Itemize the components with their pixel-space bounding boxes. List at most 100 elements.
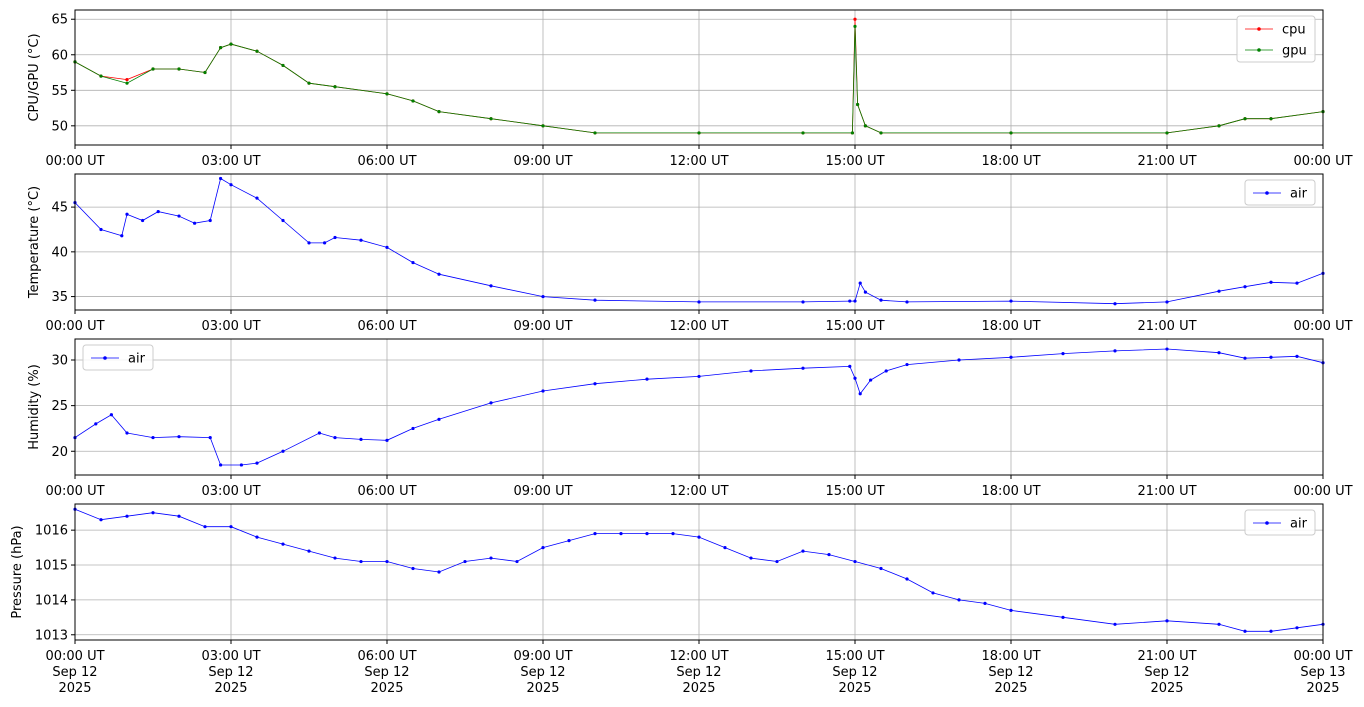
data-point-gpu xyxy=(125,81,129,85)
chart-panel-1: 50 55 60 65 CPU/GPU (°C) 00:00 UT 03:00 UT 06:0… xyxy=(27,9,1353,169)
data-point-gpu xyxy=(1009,131,1013,135)
data-point-air xyxy=(411,260,415,265)
data-point-air xyxy=(905,300,909,304)
data-point-air xyxy=(879,566,883,571)
data-point-air xyxy=(957,358,961,362)
data-point-air xyxy=(1165,300,1169,304)
data-point-gpu xyxy=(853,24,857,28)
x-tick-label: 06:00 UT xyxy=(357,649,416,664)
data-point-air xyxy=(801,300,805,304)
data-point-gpu xyxy=(801,131,805,135)
data-point-air xyxy=(333,235,337,240)
x-tick-date-label: Sep 12 xyxy=(520,665,565,680)
data-point-air xyxy=(853,299,857,303)
data-point-air xyxy=(437,417,441,421)
data-point-air xyxy=(333,435,337,440)
x-tick-label: 09:00 UT xyxy=(513,484,572,499)
data-point-air xyxy=(905,577,909,581)
data-point-air xyxy=(645,532,649,536)
data-point-gpu xyxy=(1165,131,1169,135)
data-point-air xyxy=(239,463,243,467)
legend-marker-air xyxy=(103,356,107,360)
x-tick-year-label: 2025 xyxy=(1150,681,1183,696)
data-point-air xyxy=(385,245,389,249)
data-point-gpu xyxy=(385,92,389,96)
x-tick-label: 06:00 UT xyxy=(357,319,416,334)
data-point-air xyxy=(125,514,129,518)
data-point-air xyxy=(281,218,285,223)
data-point-air xyxy=(193,221,197,225)
data-point-air xyxy=(541,389,545,393)
x-tick-label: 00:00 UT xyxy=(45,154,104,169)
legend-box xyxy=(1244,179,1316,206)
data-point-air xyxy=(905,362,909,367)
data-point-air xyxy=(1295,626,1299,630)
data-point-air xyxy=(593,382,597,386)
x-tick-label: 12:00 UT xyxy=(669,649,728,664)
data-point-air xyxy=(229,183,233,187)
data-point-air xyxy=(931,591,935,595)
y-tick-label: 45 xyxy=(51,201,68,216)
x-tick-year-label: 2025 xyxy=(682,681,715,696)
x-tick-label: 00:00 UT xyxy=(1293,484,1352,499)
data-point-gpu xyxy=(333,85,337,89)
x-tick-year-label: 2025 xyxy=(838,681,871,696)
data-point-air xyxy=(1113,349,1117,353)
data-point-air xyxy=(1165,619,1169,623)
legend-label-air: air xyxy=(1290,187,1308,202)
data-point-air xyxy=(203,525,207,529)
data-point-air xyxy=(255,461,259,465)
y-tick-label: 20 xyxy=(51,445,68,460)
data-point-air xyxy=(255,535,259,539)
x-tick-date-label: Sep 12 xyxy=(1144,665,1189,680)
data-point-air xyxy=(437,272,441,276)
data-point-air xyxy=(848,364,852,368)
data-point-air xyxy=(437,570,441,574)
data-point-air xyxy=(177,435,181,439)
data-point-air xyxy=(411,426,415,431)
data-point-air xyxy=(619,532,623,536)
x-tick-date-label: Sep 12 xyxy=(208,665,253,680)
data-point-air xyxy=(1009,355,1013,359)
data-point-air xyxy=(411,566,415,571)
data-point-air xyxy=(957,598,961,602)
x-tick-date-label: Sep 12 xyxy=(676,665,721,680)
data-point-air xyxy=(567,539,571,543)
data-point-air xyxy=(1113,622,1117,626)
legend-label-air: air xyxy=(128,352,146,367)
data-point-air xyxy=(141,218,145,223)
data-point-air xyxy=(385,438,389,442)
x-tick-label: 12:00 UT xyxy=(669,319,728,334)
data-point-gpu xyxy=(255,49,259,53)
data-point-air xyxy=(156,209,160,214)
data-point-air xyxy=(120,234,124,238)
data-point-air xyxy=(1165,347,1169,351)
data-point-air xyxy=(801,549,805,553)
data-point-air xyxy=(1269,280,1273,284)
x-tick-label: 03:00 UT xyxy=(201,154,260,169)
x-tick-label: 00:00 UT xyxy=(45,484,104,499)
data-point-air xyxy=(307,241,311,245)
x-tick-label: 03:00 UT xyxy=(201,649,260,664)
x-tick-label: 03:00 UT xyxy=(201,319,260,334)
x-tick-label: 15:00 UT xyxy=(825,649,884,664)
data-point-air xyxy=(848,299,852,303)
data-point-air xyxy=(359,437,363,442)
x-tick-label: 09:00 UT xyxy=(513,649,572,664)
x-tick-label: 12:00 UT xyxy=(669,154,728,169)
data-point-air xyxy=(333,556,337,560)
x-tick-year-label: 2025 xyxy=(58,681,91,696)
data-point-air xyxy=(307,549,311,553)
data-point-gpu xyxy=(1243,117,1247,121)
data-point-air xyxy=(1061,615,1065,619)
y-tick-label: 60 xyxy=(51,48,68,63)
legend-marker-air xyxy=(1265,191,1269,195)
legend-box xyxy=(1244,509,1316,536)
data-point-air xyxy=(983,601,987,605)
data-point-air xyxy=(1217,289,1221,293)
x-tick-year-label: 2025 xyxy=(526,681,559,696)
data-point-gpu xyxy=(307,81,311,85)
data-point-air xyxy=(858,392,862,396)
data-point-air xyxy=(109,413,113,417)
data-point-gpu xyxy=(863,124,868,128)
